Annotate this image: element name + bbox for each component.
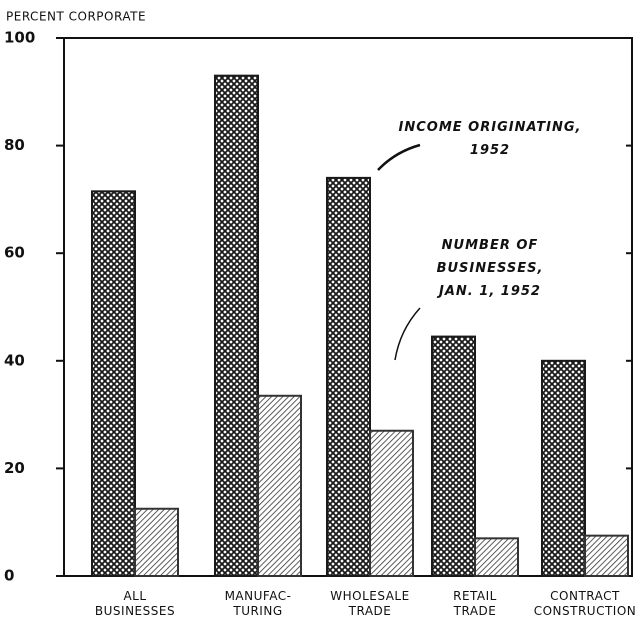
y-tick-label: 0 xyxy=(4,567,14,585)
y-tick-label: 40 xyxy=(4,351,25,369)
pointer xyxy=(394,307,421,361)
bar xyxy=(369,429,414,577)
x-tick-label: WHOLESALE TRADE xyxy=(330,589,409,618)
bar xyxy=(214,74,259,577)
bar xyxy=(431,335,476,577)
bar xyxy=(326,176,371,577)
legend-label: INCOME ORIGINATING, 1952 xyxy=(399,120,582,158)
x-tick-label: MANUFAC-TURING xyxy=(225,589,292,618)
x-tick-label: ALL BUSINESSES xyxy=(95,589,175,618)
bar xyxy=(541,359,586,577)
bar xyxy=(91,190,136,578)
x-tick-label: CONTRACT CONSTRUCTION xyxy=(534,589,637,618)
bar xyxy=(474,537,519,578)
y-axis-label: PERCENT CORPORATE xyxy=(6,10,146,24)
bar xyxy=(584,534,629,578)
bar xyxy=(257,394,302,577)
y-tick-label: 20 xyxy=(4,459,25,477)
legend-label: NUMBER OF BUSINESSES, JAN. 1, 1952 xyxy=(436,238,543,299)
y-tick-label: 60 xyxy=(4,244,25,262)
pointer xyxy=(377,143,421,171)
bar xyxy=(134,507,179,577)
y-tick-label: 80 xyxy=(4,136,25,154)
y-tick-label: 100 xyxy=(4,29,35,47)
x-tick-label: RETAIL TRADE xyxy=(453,589,497,618)
